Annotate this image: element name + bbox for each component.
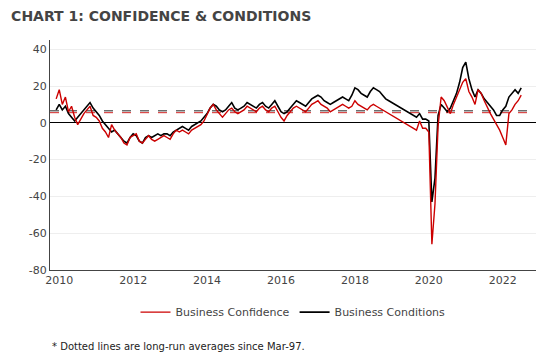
svg-text:20: 20 <box>33 80 47 93</box>
svg-text:40: 40 <box>33 43 47 56</box>
svg-text:-60: -60 <box>29 227 47 240</box>
svg-text:-20: -20 <box>29 153 47 166</box>
svg-text:Business Confidence: Business Confidence <box>176 306 290 319</box>
svg-text:2020: 2020 <box>415 274 443 287</box>
svg-text:2018: 2018 <box>341 274 369 287</box>
svg-text:2010: 2010 <box>45 274 73 287</box>
svg-text:CHART 1: CONFIDENCE & CONDITIO: CHART 1: CONFIDENCE & CONDITIONS <box>11 8 311 24</box>
svg-text:Business Conditions: Business Conditions <box>335 306 445 319</box>
svg-text:-80: -80 <box>29 264 47 277</box>
svg-text:2022: 2022 <box>489 274 517 287</box>
svg-text:2016: 2016 <box>267 274 295 287</box>
svg-text:-40: -40 <box>29 190 47 203</box>
svg-text:2012: 2012 <box>119 274 147 287</box>
svg-text:0: 0 <box>40 117 47 130</box>
svg-text:2014: 2014 <box>193 274 221 287</box>
svg-text:* Dotted lines are long-run av: * Dotted lines are long-run averages sin… <box>52 341 305 352</box>
